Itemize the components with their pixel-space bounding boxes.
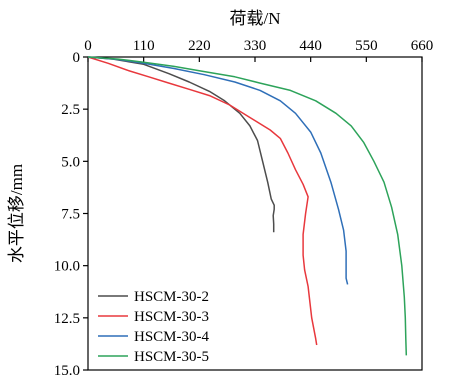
x-tick-label: 0 [84,38,92,54]
x-tick-label: 110 [133,38,155,54]
y-tick-label: 2.5 [61,102,80,118]
legend-label: HSCM-30-2 [134,289,209,305]
y-tick-label: 12.5 [54,311,80,327]
x-tick-label: 550 [355,38,378,54]
series-line-hscm-30-3 [87,56,318,346]
series-line-hscm-30-5 [87,56,408,356]
x-tick-label: 440 [299,38,322,54]
y-axis-title: 水平位移/mm [7,164,26,263]
legend-label: HSCM-30-3 [134,309,209,325]
x-tick-label: 220 [188,38,211,54]
y-tick-label: 7.5 [61,207,80,223]
series-line-hscm-30-2 [87,56,275,233]
x-tick-label: 660 [411,38,434,54]
y-tick-label: 10.0 [54,259,80,275]
ticks-layer: 0 110 220 330 440 550 660 0 2.5 5.0 7.5 10.0 12.5 15.… [54,38,434,377]
y-tick-label: 15.0 [54,363,80,377]
series-layer [87,56,408,356]
y-tick-label: 0 [73,50,81,66]
y-tick-label: 5.0 [61,154,80,170]
legend: HSCM-30-2 HSCM-30-3 HSCM-30-4 HSCM-30-5 [98,289,210,365]
series-line-hscm-30-4 [87,56,349,285]
legend-label: HSCM-30-4 [134,329,210,345]
x-tick-label: 330 [244,38,267,54]
x-axis-title: 荷载/N [230,9,281,28]
legend-label: HSCM-30-5 [134,349,209,365]
